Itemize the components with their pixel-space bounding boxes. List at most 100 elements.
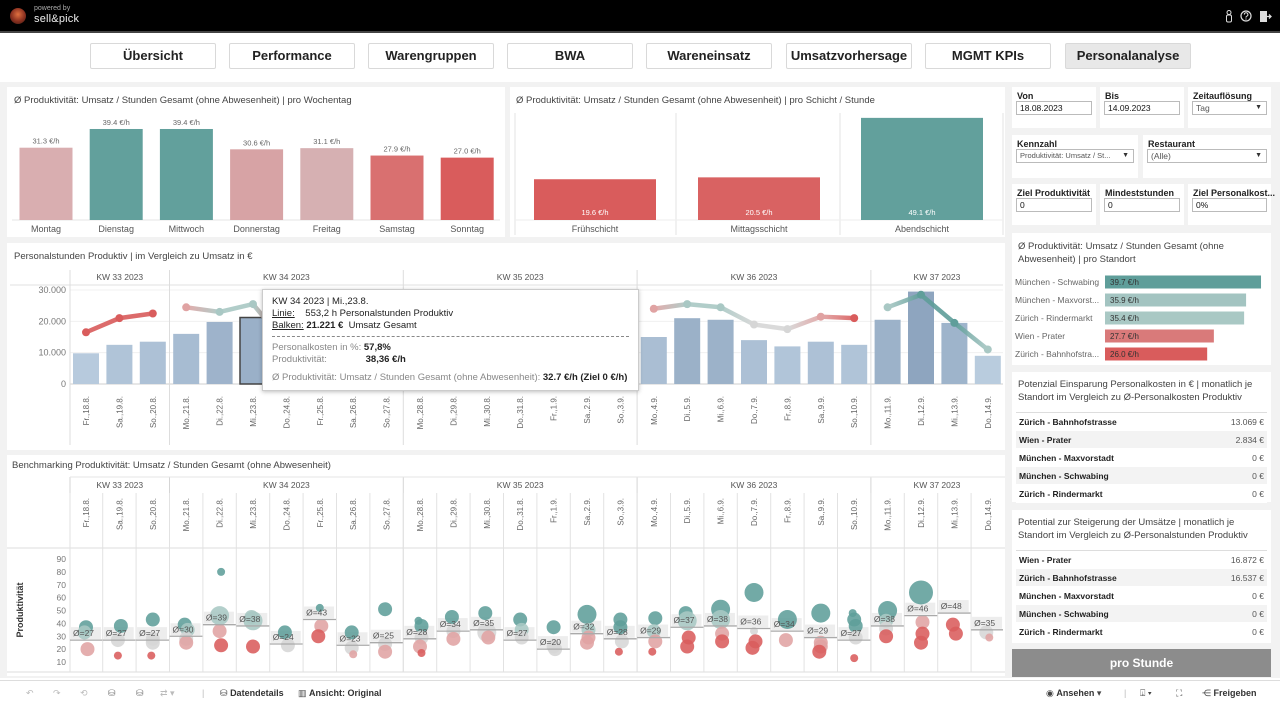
tab-umsatzvorhersage[interactable]: Umsatzvorhersage [786,43,912,69]
tooltip-divider [272,336,629,337]
location-name: München - Schwabing [1019,471,1109,481]
potential-revenue-table: Wien - Prater 16.872 € Zürich - Bahnhofst… [1016,550,1267,641]
share-button[interactable]: ⋲ Freigeben [1202,686,1257,700]
download-icon[interactable]: ⍗ ▾ [1140,688,1152,698]
amount: 0 € [1252,471,1264,481]
pro-stunde-button[interactable]: pro Stunde [1012,649,1271,677]
location-name: Zürich - Bahnhofstrasse [1019,573,1117,583]
panel-title: Ø Produktivität: Umsatz / Stunden Gesamt… [1018,241,1224,265]
undo-icon[interactable]: ↶ [26,688,34,698]
tab-uebersicht[interactable]: Übersicht [90,43,216,69]
dropdown-arrow-icon: ▼ [1122,152,1129,159]
filter-label: Ziel Personalkost... [1193,188,1276,198]
select-value: Tag [1196,103,1210,113]
tab-mgmt-kpis[interactable]: MGMT KPIs [925,43,1051,69]
amount: 13.069 € [1230,417,1264,427]
tab-personalanalyse[interactable]: Personalanalyse [1065,43,1191,69]
ziel-produktivitaet-input[interactable]: 0 [1016,198,1092,212]
tooltip-bar-value: 21.221 € [306,320,344,331]
bis-date-input[interactable]: 14.09.2023 [1104,101,1180,115]
filter-kennzahl: Kennzahl Produktivität: Umsatz / St... ▼ [1012,135,1138,178]
von-date-input[interactable]: 18.08.2023 [1016,101,1092,115]
replay-animation-icon[interactable]: ⇄ ▾ [160,688,175,698]
tooltip-header: KW 34 2023 | Mi.,23.8. [272,296,369,307]
dropdown-arrow-icon: ▼ [1255,152,1262,159]
table-row: München - Schwabing 0 € [1016,605,1267,623]
tab-performance[interactable]: Performance [229,43,355,69]
amount: 0 € [1252,591,1264,601]
table-row: Wien - Prater 16.872 € [1016,551,1267,569]
data-details-button[interactable]: ⛁ Datendetails [220,686,284,700]
view-label: Ansicht: Original [309,688,382,698]
tooltip-bar-label: Balken: [272,320,304,331]
chart-tooltip: KW 34 2023 | Mi.,23.8. Linie: 553,2 h Pe… [262,289,639,391]
potential-savings-table: Zürich - Bahnhofstrasse 13.069 € Wien - P… [1016,412,1267,503]
location-name: Zürich - Rindermarkt [1019,489,1103,499]
dropdown-arrow-icon: ▼ [1255,104,1262,111]
table-row: Zürich - Bahnhofstrasse 13.069 € [1016,413,1267,431]
tooltip-avg-value: 32.7 €/h (Ziel 0 €/h) [542,372,628,383]
location-name: München - Schwabing [1019,609,1109,619]
location-name: Zürich - Bahnhofstrasse [1019,417,1117,427]
potential-revenue-panel: Potential zur Steigerung der Umsätze | m… [1012,510,1271,643]
refresh-data-icon[interactable]: ⛁ [108,688,116,698]
shift-productivity-panel: Ø Produktivität: Umsatz / Stunden Gesamt… [510,87,1005,237]
pause-updates-icon[interactable]: ⛁ [136,688,144,698]
top-bar: powered by sell&pick [0,0,1280,33]
view-original-button[interactable]: ▥ Ansicht: Original [298,686,382,700]
table-row: München - Schwabing 0 € [1016,467,1267,485]
amount: 0 € [1252,453,1264,463]
tooltip-cost-label: Personalkosten in %: [272,342,362,353]
select-value: (Alle) [1151,151,1171,161]
amount: 0 € [1252,489,1264,499]
restaurant-select[interactable]: (Alle) ▼ [1147,149,1267,163]
watch-button[interactable]: ◉ Ansehen ▾ [1046,688,1102,698]
share-icon: ⋲ [1202,688,1211,698]
ziel-personalkosten-input[interactable]: 0% [1192,198,1267,212]
table-row: München - Maxvorstadt 0 € [1016,587,1267,605]
tooltip-prod-label: Produktivität: [272,354,327,365]
eye-icon: ◉ [1046,688,1054,698]
tooltip-cost-value: 57,8% [363,342,391,353]
standort-productivity-panel: Ø Produktivität: Umsatz / Stunden Gesamt… [1012,233,1271,365]
panel-title: Ø Produktivität: Umsatz / Stunden Gesamt… [516,95,875,106]
panel-title: Benchmarking Produktivität: Umsatz / Stu… [12,460,331,471]
fullscreen-icon[interactable]: ⛶ [1176,688,1183,698]
filter-ziel-produktivitaet: Ziel Produktivität 0 [1012,184,1096,225]
filter-bis: Bis 14.09.2023 [1100,87,1184,128]
tooltip-line-value: 553,2 h Personalstunden Produktiv [305,308,454,319]
filter-label: Zeitauflösung [1193,91,1252,101]
user-icon[interactable] [1222,10,1236,24]
panel-title: Personalstunden Produktiv | im Vergleich… [14,251,253,262]
filter-label: Von [1017,91,1034,101]
separator: | [1124,688,1127,698]
zeitaufloesung-select[interactable]: Tag ▼ [1192,101,1267,115]
share-label: Freigeben [1213,688,1257,698]
filter-label: Kennzahl [1017,139,1058,149]
table-row: Zürich - Rindermarkt 0 € [1016,623,1267,641]
location-name: Wien - Prater [1019,555,1072,565]
tooltip-prod-value: 38,36 €/h [365,354,406,365]
tooltip-avg-label: Ø Produktivität: Umsatz / Stunden Gesamt… [272,372,541,383]
help-icon[interactable] [1239,10,1253,24]
redo-icon[interactable]: ↷ [53,688,61,698]
tooltip-line-label: Linie: [272,308,295,319]
tab-wareneinsatz[interactable]: Wareneinsatz [646,43,772,69]
mindeststunden-input[interactable]: 0 [1104,198,1180,212]
separator: | [202,688,205,698]
revert-icon[interactable]: ⟲ [80,688,88,698]
benchmark-panel: Benchmarking Produktivität: Umsatz / Stu… [7,455,1005,676]
amount: 0 € [1252,627,1264,637]
panel-title: Potenzial Einsparung Personalkosten in €… [1018,379,1253,403]
filter-ziel-personalkosten: Ziel Personalkost... 0% [1188,184,1275,225]
panel-title: Ø Produktivität: Umsatz / Stunden Gesamt… [14,95,352,106]
table-row: Zürich - Bahnhofstrasse 16.537 € [1016,569,1267,587]
location-name: München - Maxvorstadt [1019,591,1114,601]
tab-warengruppen[interactable]: Warengruppen [368,43,494,69]
tab-bwa[interactable]: BWA [507,43,633,69]
potential-savings-panel: Potenzial Einsparung Personalkosten in €… [1012,372,1271,503]
location-name: Wien - Prater [1019,435,1072,445]
panel-title: Potential zur Steigerung der Umsätze | m… [1018,517,1248,541]
logout-icon[interactable] [1258,10,1272,24]
kennzahl-select[interactable]: Produktivität: Umsatz / St... ▼ [1016,149,1134,163]
